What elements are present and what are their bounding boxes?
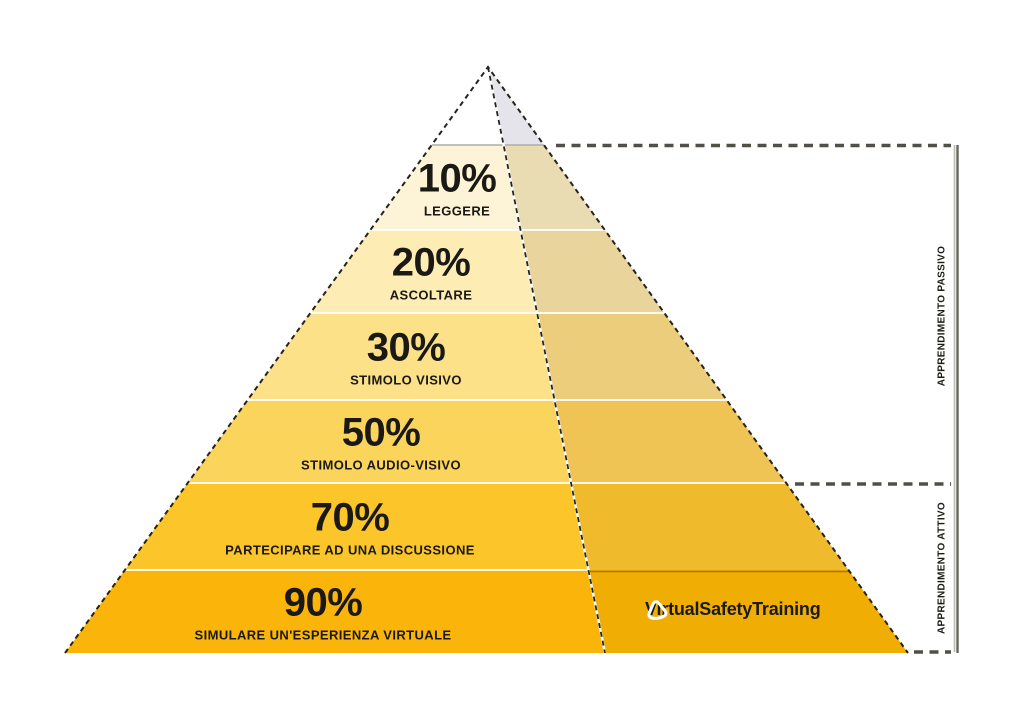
level-70-text: 70% PARTECIPARE AD UNA DISCUSSIONE (225, 498, 475, 557)
level-20-text: 20% ASCOLTARE (390, 243, 473, 302)
level-20-percent: 20% (391, 240, 471, 285)
level-90-label: SIMULARE UN'ESPERIENZA VIRTUALE (194, 627, 452, 643)
level-30-percent: 30% (366, 325, 446, 370)
level-90-percent: 90% (283, 580, 363, 625)
level-90-side-face (588, 570, 908, 653)
level-10-text: 10% LEGGERE (418, 159, 497, 218)
level-70-side-face (571, 483, 849, 570)
brand-name: VirtualSafetyTraining (645, 599, 821, 619)
level-50-side-face (554, 400, 787, 483)
level-10-front-face (370, 145, 521, 230)
level-20-front-face (310, 230, 538, 313)
level-50-percent: 50% (341, 410, 421, 455)
level-30-label: STIMOLO VISIVO (350, 372, 462, 388)
pyramid-cap-side-face (488, 67, 544, 145)
pyramid-cap-front-face (431, 67, 504, 145)
passive-learning-label: APPRENDIMENTO PASSIVO (936, 245, 948, 387)
level-50-text: 50% STIMOLO AUDIO-VISIVO (301, 413, 461, 472)
level-10-label: LEGGERE (423, 203, 491, 219)
level-50-label: STIMOLO AUDIO-VISIVO (301, 457, 461, 473)
level-50-front-face (187, 400, 572, 483)
brand-logo: VirtualSafetyTraining (645, 599, 821, 620)
level-20-side-face (520, 230, 665, 313)
level-10-side-face (503, 145, 605, 230)
level-30-side-face (537, 313, 727, 400)
level-30-text: 30% STIMOLO VISIVO (350, 328, 462, 387)
level-70-front-face (124, 483, 589, 570)
level-70-percent: 70% (310, 495, 390, 540)
rounded-triangle-logo-icon (647, 600, 668, 620)
level-90-front-face (65, 570, 605, 653)
level-10-percent: 10% (417, 156, 497, 201)
pyramid-outline-dashed (64, 65, 909, 654)
level-70-label: PARTECIPARE AD UNA DISCUSSIONE (225, 542, 475, 558)
active-learning-label: APPRENDIMENTO ATTIVO (936, 502, 948, 634)
inner-edge-dashed (487, 66, 606, 654)
level-30-front-face (247, 313, 555, 400)
level-90-text: 90% SIMULARE UN'ESPERIENZA VIRTUALE (195, 583, 452, 642)
level-20-label: ASCOLTARE (389, 287, 473, 303)
